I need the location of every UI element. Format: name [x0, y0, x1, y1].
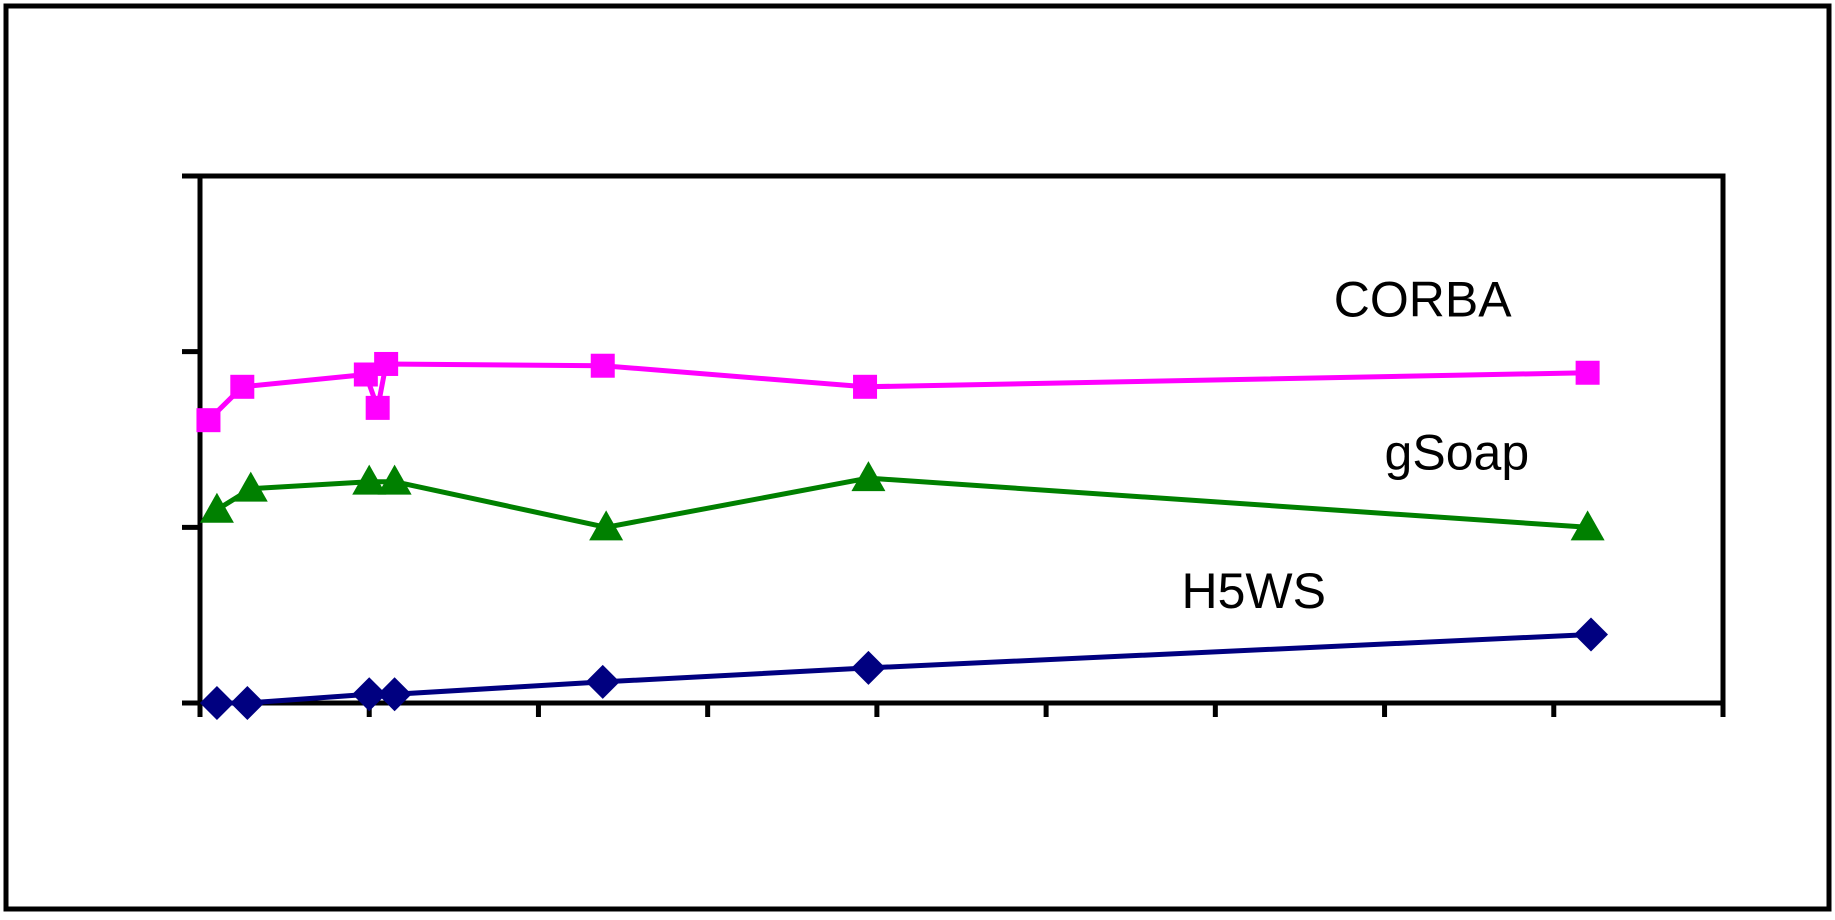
h5ws-point: [1574, 617, 1609, 652]
gsoap-point: [589, 510, 624, 541]
corba-point: [1575, 360, 1600, 385]
corba-point: [365, 395, 390, 420]
h5ws-point: [585, 664, 620, 699]
h5ws-point: [377, 677, 412, 712]
corba-point: [853, 374, 878, 399]
h5ws-point: [199, 686, 234, 720]
h5ws-point: [851, 650, 886, 685]
gsoap-point: [851, 461, 886, 492]
gsoap-point: [352, 464, 387, 495]
h5ws-point: [230, 686, 265, 720]
series-label-h5ws: H5WS: [1181, 563, 1325, 619]
gsoap-point: [377, 464, 412, 495]
gsoap-point: [233, 471, 268, 502]
corba-point: [196, 408, 221, 433]
plot-area: [197, 173, 1726, 706]
series-label-corba: CORBA: [1334, 272, 1512, 328]
annotation-layer: CORBA gSoap H5WS: [1181, 272, 1529, 620]
corba-point: [353, 362, 378, 387]
h5ws-point: [352, 677, 387, 712]
corba-point: [230, 374, 255, 399]
gsoap-point: [1570, 510, 1605, 541]
gsoap-point: [199, 492, 234, 523]
series-layer: [196, 351, 1609, 720]
corba-point: [374, 351, 399, 376]
corba-point: [590, 353, 615, 378]
series-label-gsoap: gSoap: [1385, 424, 1530, 480]
corba-series-line: [206, 361, 1588, 422]
